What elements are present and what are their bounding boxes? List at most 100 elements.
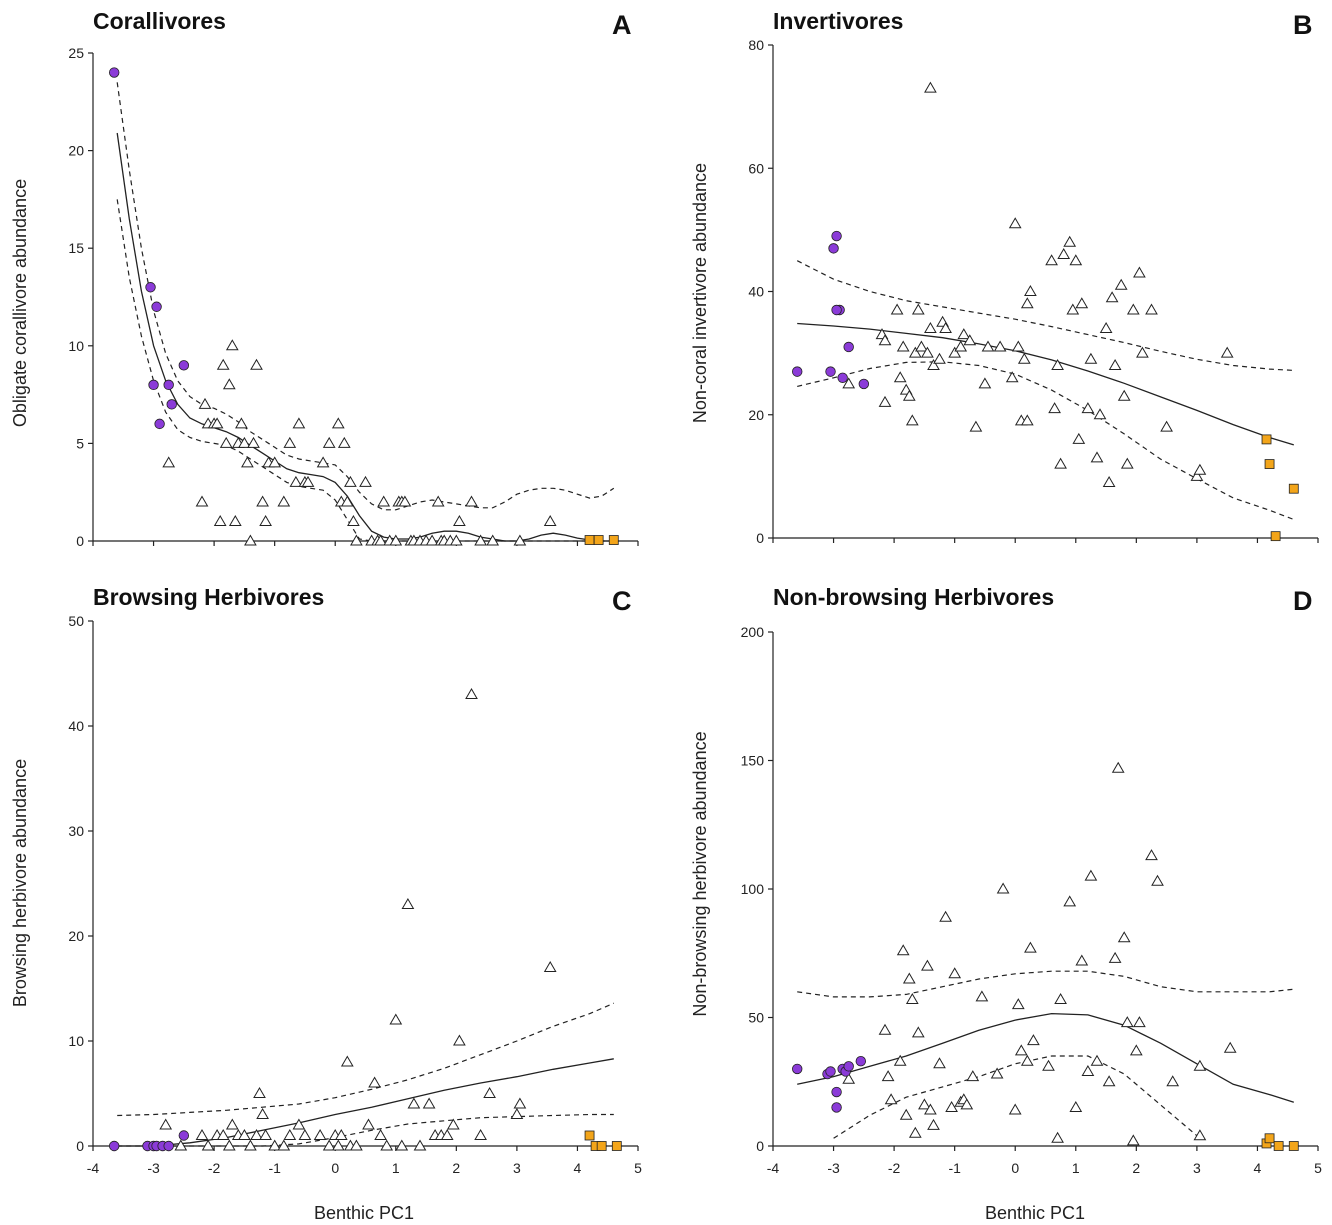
panel-d-y-tick-label: 100 xyxy=(741,881,765,897)
panel-c-triangle-point xyxy=(374,1129,387,1140)
panel-a-lower-ci-line xyxy=(116,199,614,542)
panel-d-triangle-point xyxy=(905,993,919,1004)
panel-a-y-tick-label: 5 xyxy=(76,435,84,451)
panel-d-triangle-point xyxy=(899,1108,913,1120)
panel-b-triangle-point xyxy=(978,377,992,389)
panel-b-square-point xyxy=(1288,483,1299,494)
panel-b-triangle-point xyxy=(939,322,952,333)
panel-d-triangle-point xyxy=(842,1072,856,1084)
panel-d-triangle-point xyxy=(908,1126,922,1138)
panel-d-triangle-point xyxy=(1063,895,1077,907)
panel-d-triangle-point xyxy=(1108,951,1122,963)
panel-a-triangle-point xyxy=(213,515,227,526)
panel-a-triangle-point xyxy=(277,495,291,507)
panel-c-triangle-point xyxy=(268,1139,282,1151)
panel-d-triangle-point xyxy=(945,1101,958,1112)
panel-b-letter: B xyxy=(1293,10,1313,40)
panel-a-triangle-point xyxy=(316,456,330,468)
panel-c-triangle-point xyxy=(350,1139,363,1151)
panel-d-upper-ci-line xyxy=(797,970,1294,998)
panel-c-triangle-point xyxy=(413,1139,427,1151)
panel-c-triangle-point xyxy=(277,1139,291,1151)
panel-b-circle-point xyxy=(828,243,839,254)
panel-c-triangle-point xyxy=(244,1139,257,1151)
panel-a-triangle-point xyxy=(350,534,363,546)
panel-d-triangle-point xyxy=(1027,1034,1040,1046)
panel-d-triangle-point xyxy=(1014,1044,1028,1056)
panel-b-triangle-point xyxy=(1063,235,1077,247)
panel-b-circle-point xyxy=(825,366,836,377)
panel-a-y-axis-label: Obligate corallivore abundance xyxy=(10,179,30,427)
panel-b-triangle-point xyxy=(1020,297,1034,309)
panel-d-triangle-point xyxy=(1008,1103,1022,1115)
panel-b-triangle-point xyxy=(1126,303,1140,315)
panel-c-x-axis-label: Benthic PC1 xyxy=(314,1203,414,1223)
panel-c-triangle-point xyxy=(510,1108,524,1119)
panel-b-triangle-point xyxy=(927,359,940,370)
panel-d-letter: D xyxy=(1293,586,1313,616)
panel-c-triangle-point xyxy=(298,1129,312,1140)
panel-a-fit-line xyxy=(116,132,614,542)
panel-c: Browsing Herbivores C Browsing herbivore… xyxy=(10,584,642,1223)
panel-d-triangle-point xyxy=(911,1026,925,1038)
panel-c-triangle-point xyxy=(201,1139,215,1151)
panel-d-triangle-point xyxy=(960,1098,974,1110)
panel-b-y-tick-label: 0 xyxy=(756,530,764,546)
panel-b-triangle-point xyxy=(1057,248,1071,259)
panel-a-triangle-point xyxy=(374,534,387,546)
panel-d-triangle-point xyxy=(878,1023,892,1035)
panel-b-triangle-point xyxy=(1011,340,1025,352)
panel-d-triangle-point xyxy=(990,1067,1004,1079)
panel-a-triangle-point xyxy=(162,456,176,468)
panel-c-triangle-point xyxy=(513,1097,527,1109)
panel-a-triangle-point xyxy=(431,495,445,507)
panel-d-x-tick-label: 1 xyxy=(1072,1160,1080,1176)
panel-d-triangle-point xyxy=(975,990,989,1002)
panel-d-circle-point xyxy=(792,1063,803,1075)
panel-b-triangle-point xyxy=(1054,457,1067,469)
panel-b-triangle-point xyxy=(1066,303,1080,315)
panel-c-triangle-point xyxy=(250,1129,263,1140)
panel-a-circle-point xyxy=(145,282,156,293)
panel-c-triangle-point xyxy=(283,1129,297,1140)
panel-c-y-tick-label: 0 xyxy=(76,1138,84,1154)
panel-d-x-tick-label: -3 xyxy=(827,1160,840,1176)
panel-a-letter: A xyxy=(612,10,632,40)
panel-b-triangle-point xyxy=(1133,266,1146,278)
panel-d-triangle-point xyxy=(996,882,1010,894)
panel-d-triangle-point xyxy=(1054,993,1067,1004)
panel-c-triangle-point xyxy=(225,1118,239,1130)
panel-b-triangle-point xyxy=(1120,457,1134,469)
panel-b-circle-point xyxy=(837,372,848,383)
panel-c-title: Browsing Herbivores xyxy=(93,584,324,610)
panel-c-triangle-point xyxy=(195,1129,209,1140)
panel-a-triangle-point xyxy=(235,417,248,429)
panel-b-triangle-point xyxy=(905,414,919,426)
panel-b-circle-point xyxy=(831,304,842,316)
panel-d-triangle-point xyxy=(1090,1054,1104,1066)
panel-c-y-tick-label: 50 xyxy=(68,613,84,629)
panel-a-triangle-point xyxy=(219,436,233,448)
panel-d-square-point xyxy=(1273,1141,1284,1151)
panel-b-upper-ci-line xyxy=(796,260,1294,371)
panel-a-triangle-point xyxy=(344,475,357,487)
panel-d-x-tick-label: -4 xyxy=(767,1160,780,1176)
panel-c-triangle-point xyxy=(440,1129,454,1140)
panel-c-triangle-point xyxy=(465,688,478,699)
panel-d-triangle-point xyxy=(1011,998,1025,1010)
panel-d-triangle-point xyxy=(1129,1044,1143,1056)
panel-d-triangle-point xyxy=(921,959,934,971)
panel-d-triangle-point xyxy=(966,1070,980,1082)
panel-b-triangle-point xyxy=(1090,451,1104,463)
panel-a-triangle-point xyxy=(198,397,212,409)
panel-b-y-tick-label: 40 xyxy=(748,284,764,300)
panel-d-y-tick-label: 50 xyxy=(748,1010,764,1026)
panel-d-triangle-point xyxy=(1120,1016,1134,1028)
panel-b-triangle-point xyxy=(1051,359,1064,370)
panel-c-triangle-point xyxy=(216,1129,230,1140)
panel-c-x-tick-label: 0 xyxy=(331,1160,339,1176)
panel-a-triangle-point xyxy=(486,534,500,546)
panel-b-triangle-point xyxy=(1136,346,1149,358)
panel-b-triangle-point xyxy=(893,371,907,383)
